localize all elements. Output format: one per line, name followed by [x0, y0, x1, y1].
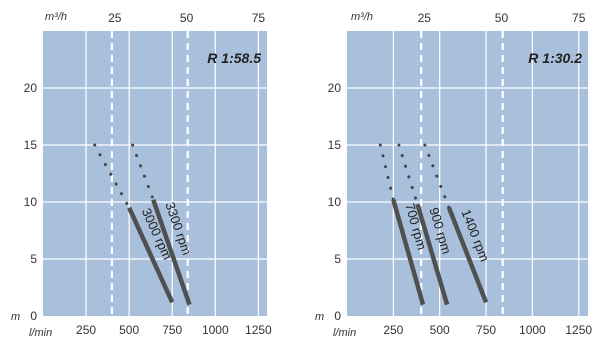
x-bottom-tick-label: 1250	[245, 323, 272, 337]
ratio-annotation: R 1:30.2	[528, 50, 582, 66]
x-bottom-tick-label: 250	[383, 323, 403, 337]
y-tick-label: 15	[24, 138, 38, 152]
x-top-unit-label: m³/h	[351, 11, 373, 23]
x-top-tick-label: 75	[252, 11, 266, 25]
series-line	[151, 198, 192, 306]
x-bottom-tick-label: 250	[76, 323, 96, 337]
x-top-tick-label: 25	[418, 11, 432, 25]
y-tick-label: 15	[328, 138, 342, 152]
series-dotted-line	[131, 143, 155, 202]
plot-area-2	[347, 31, 588, 316]
y-tick-label: 5	[30, 252, 37, 266]
x-bottom-unit-label: l/min	[29, 327, 52, 339]
y-tick-label: 20	[24, 81, 38, 95]
x-bottom-tick-label: 500	[119, 323, 139, 337]
y-tick-label: 0	[30, 309, 37, 323]
y-tick-label: 5	[334, 252, 341, 266]
y-unit-label: m	[315, 311, 324, 323]
x-top-tick-label: 25	[108, 11, 122, 25]
x-bottom-tick-label: 750	[162, 323, 182, 337]
y-tick-label: 10	[328, 195, 342, 209]
x-top-tick-label: 50	[495, 11, 509, 25]
x-top-tick-label: 75	[572, 11, 586, 25]
x-bottom-tick-label: 1000	[519, 323, 546, 337]
series-line	[127, 206, 175, 304]
series-line	[391, 199, 426, 306]
x-bottom-tick-label: 1250	[565, 323, 592, 337]
x-top-tick-label: 50	[180, 11, 194, 25]
plot-area-1	[43, 31, 267, 316]
x-bottom-tick-label: 1000	[202, 323, 229, 337]
series-line	[446, 206, 489, 304]
series-dotted-line	[93, 143, 131, 210]
y-tick-label: 20	[328, 81, 342, 95]
series-dotted-line	[397, 143, 419, 206]
ratio-annotation: R 1:58.5	[207, 50, 261, 66]
series-line	[415, 203, 450, 306]
series-dotted-line	[423, 143, 451, 210]
y-unit-label: m	[11, 311, 20, 323]
y-tick-label: 0	[334, 309, 341, 323]
x-top-unit-label: m³/h	[45, 11, 67, 23]
y-tick-label: 10	[24, 195, 38, 209]
x-bottom-unit-label: l/min	[333, 327, 356, 339]
x-bottom-tick-label: 500	[430, 323, 450, 337]
x-bottom-tick-label: 750	[476, 323, 496, 337]
